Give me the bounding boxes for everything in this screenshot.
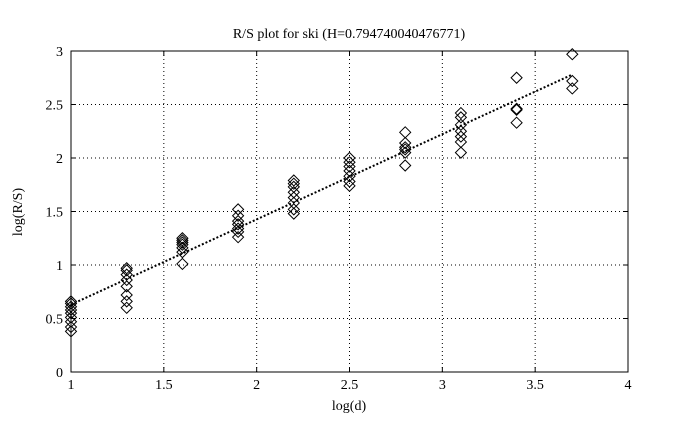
data-point	[454, 118, 468, 132]
data-point	[120, 262, 133, 275]
chart-title: R/S plot for ski (H=0.794740040476771)	[233, 27, 466, 42]
data-point	[231, 230, 245, 244]
y-tick-label: 1	[56, 259, 63, 274]
y-tick-label: 1.5	[46, 206, 64, 221]
data-point	[454, 111, 468, 124]
data-point	[64, 297, 78, 310]
data-point	[510, 102, 523, 115]
data-point	[510, 116, 523, 129]
data-point	[176, 232, 189, 245]
data-point	[454, 106, 468, 120]
data-point	[454, 146, 468, 159]
y-tick-label: 2.5	[46, 99, 64, 114]
data-point	[566, 48, 579, 61]
x-tick-label: 1	[68, 378, 75, 393]
data-point	[566, 82, 579, 95]
data-point	[287, 177, 301, 190]
data-point	[398, 136, 412, 150]
data-point	[454, 135, 468, 149]
data-point	[510, 103, 523, 117]
data-point	[64, 295, 78, 308]
y-axis-label: log(R/S)	[11, 188, 26, 237]
data-point	[343, 151, 356, 165]
data-point	[287, 203, 301, 216]
data-point	[287, 196, 301, 210]
data-point	[343, 169, 356, 183]
data-point	[176, 234, 189, 247]
y-tick-label: 0	[56, 366, 63, 381]
x-tick-label: 2	[253, 378, 260, 393]
data-points	[64, 48, 579, 338]
x-tick-label: 4	[625, 378, 632, 393]
fit-line	[70, 73, 573, 306]
grid	[71, 51, 628, 372]
x-axis-label: log(d)	[332, 399, 367, 414]
x-tick-label: 3.5	[526, 378, 544, 393]
data-point	[120, 288, 133, 302]
data-point	[398, 126, 412, 139]
data-point	[231, 209, 245, 222]
data-point	[510, 71, 523, 84]
data-point	[231, 214, 245, 228]
x-tick-label: 3	[439, 378, 446, 393]
data-point	[176, 257, 189, 271]
data-point	[120, 280, 133, 293]
data-point	[120, 295, 133, 308]
y-tick-label: 3	[56, 45, 63, 60]
x-tick-label: 2.5	[341, 378, 359, 393]
data-point	[120, 264, 133, 277]
fit-line-layer	[70, 73, 573, 306]
data-point	[398, 143, 412, 156]
y-tick-label: 2	[56, 152, 63, 167]
data-point	[343, 156, 356, 169]
x-tick-label: 1.5	[155, 378, 173, 393]
data-point	[287, 174, 301, 187]
chart-text: R/S plot for ski (H=0.794740040476771) l…	[11, 27, 632, 414]
data-point	[454, 130, 468, 143]
data-point	[566, 74, 579, 88]
data-point	[120, 273, 133, 287]
data-point	[120, 301, 133, 315]
data-point	[287, 191, 301, 204]
data-point	[287, 186, 301, 199]
data-point	[231, 203, 245, 216]
data-point	[231, 218, 245, 231]
y-tick-label: 0.5	[46, 313, 64, 328]
data-point	[398, 159, 412, 172]
data-point	[454, 125, 468, 138]
data-point	[287, 207, 301, 220]
data-point	[64, 320, 78, 334]
data-point	[343, 175, 356, 188]
